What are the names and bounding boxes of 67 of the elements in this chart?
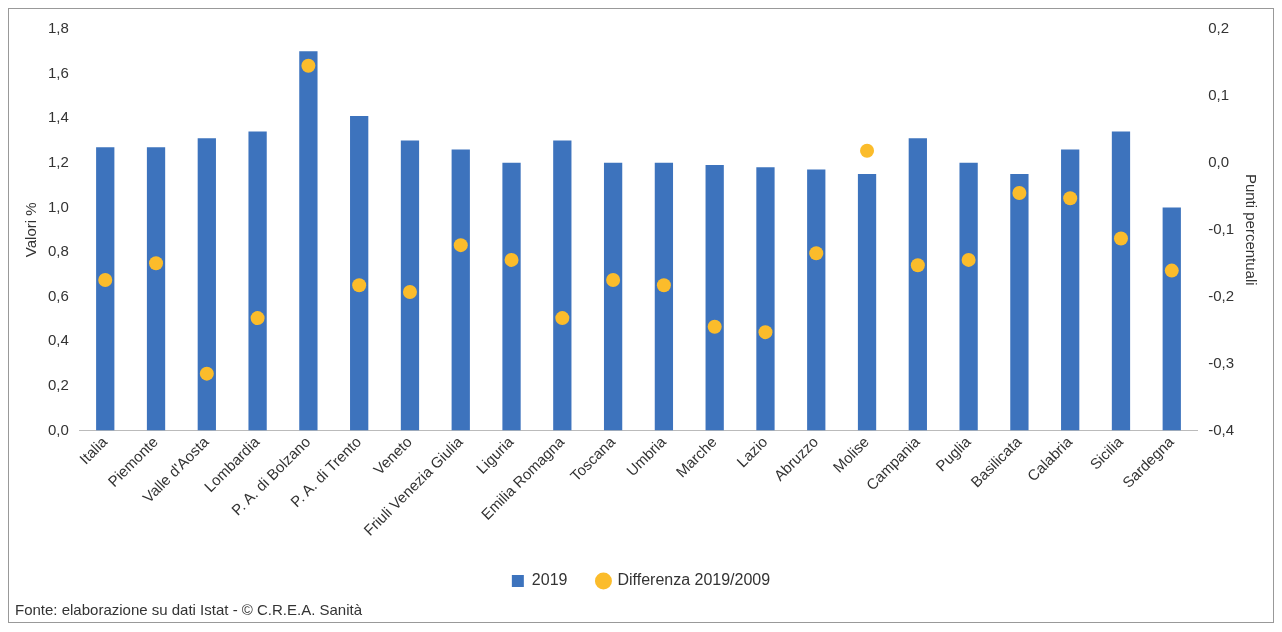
point [860,143,875,158]
bar [654,162,674,431]
y-tick-label: 1,4 [47,108,69,126]
point [910,258,925,273]
bar [1162,207,1181,431]
bar [908,138,927,431]
point [555,311,570,326]
bar [299,51,318,431]
y2-axis-title: Punti percentuali [1242,173,1260,286]
bar [400,140,420,431]
bar [350,116,369,431]
y-tick-label: 1,6 [47,63,69,81]
point [1012,185,1027,200]
point [352,278,367,293]
y-tick-label: 0,8 [47,242,69,260]
point [1164,263,1179,278]
point [250,311,265,326]
bar [502,162,521,431]
point [656,278,671,293]
point [961,252,976,267]
point [301,58,316,73]
point [1113,231,1128,246]
point [809,246,824,261]
y2-tick-label: 0,0 [1208,152,1230,170]
y2-tick-label: -0,4 [1208,420,1235,438]
point [504,252,519,267]
y2-tick-label: 0,1 [1208,86,1230,104]
y-tick-label: 0,2 [47,376,69,394]
y2-tick-label: 0,2 [1208,19,1230,37]
bar [959,162,978,431]
y2-tick-label: -0,3 [1208,353,1235,371]
point [402,285,417,300]
point [707,319,722,334]
y2-tick-label: -0,2 [1208,286,1235,304]
point [1063,191,1078,206]
bar [96,147,115,431]
bar [451,149,470,431]
source-note: Fonte: elaborazione su dati Istat - © C.R.E.A. Sanità [14,600,364,620]
y-tick-label: 1,2 [47,152,69,170]
point [98,272,113,287]
bar [807,169,826,431]
y-tick-label: 0,4 [47,331,69,349]
point [758,325,773,340]
bar [857,174,877,431]
y-tick-label: 1,0 [47,197,69,215]
legend-label: Differenza 2019/2009 [617,571,771,589]
point [453,238,468,253]
bar [603,162,623,431]
point [149,256,164,271]
bar [705,165,724,431]
bar [1061,149,1080,431]
point [606,272,621,287]
legend-label: 2019 [531,571,568,589]
bar [146,147,166,431]
y2-tick-label: -0,1 [1208,219,1235,237]
y-tick-label: 0,6 [47,286,69,304]
x-tick-label: Italia [75,432,111,468]
point [199,366,214,381]
y-axis-title: Valori % [22,202,40,258]
bar [197,138,216,431]
bar [248,131,267,431]
bar [756,167,775,431]
bar [1010,174,1029,431]
bar [1111,131,1131,431]
y-tick-label: 1,8 [47,19,69,37]
bar [553,140,572,431]
y-tick-label: 0,0 [47,420,69,438]
